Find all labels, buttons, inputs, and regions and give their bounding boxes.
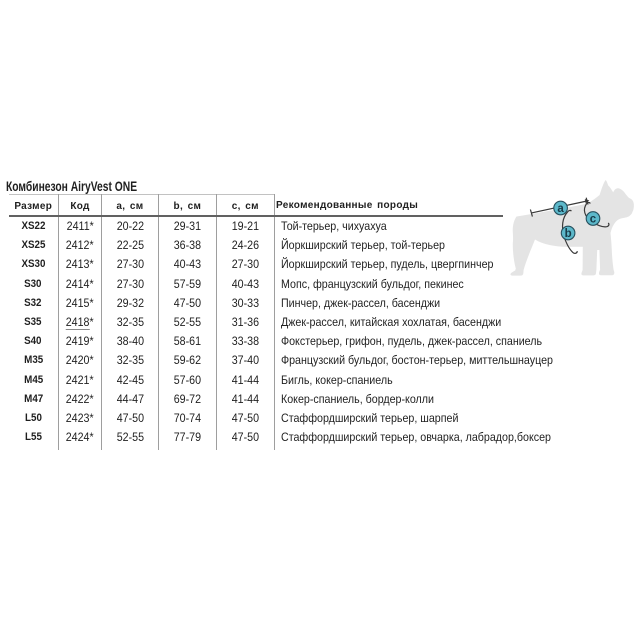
svg-text:a: a (557, 203, 564, 215)
svg-text:b: b (565, 228, 572, 240)
svg-text:c: c (590, 213, 597, 225)
